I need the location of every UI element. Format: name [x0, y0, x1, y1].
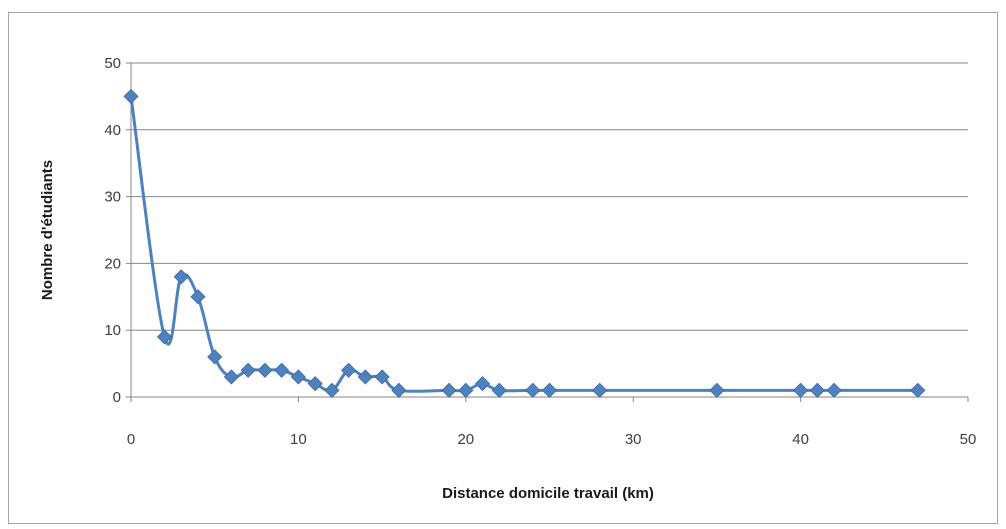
- data-point-marker: [592, 382, 608, 398]
- series-lines: [129, 96, 918, 393]
- data-point-marker: [709, 382, 725, 398]
- data-point-marker: [525, 382, 541, 398]
- data-point-marker: [391, 382, 407, 398]
- data-point-marker: [223, 369, 240, 385]
- y-tick-label: 30: [104, 189, 121, 206]
- data-point-marker: [290, 369, 306, 385]
- y-axis-title: Nombre d'étudiants: [39, 160, 56, 300]
- data-point-marker: [793, 382, 809, 398]
- gridlines: [131, 62, 968, 331]
- x-tick-label: 50: [960, 431, 977, 448]
- data-points: [123, 88, 926, 398]
- data-point-marker: [190, 289, 206, 305]
- chart-area: [8, 12, 998, 524]
- x-tick-label: 40: [792, 431, 809, 448]
- data-point-marker: [910, 382, 926, 398]
- data-point-marker: [474, 376, 491, 392]
- data-point-marker: [307, 376, 323, 392]
- data-point-marker: [257, 362, 273, 378]
- data-point-marker: [207, 349, 223, 365]
- data-point-marker: [541, 382, 558, 398]
- data-point-marker: [826, 382, 842, 398]
- data-point-marker: [374, 369, 390, 385]
- series-line: [129, 96, 918, 393]
- y-tick-label: 0: [113, 389, 121, 406]
- data-point-marker: [156, 329, 173, 345]
- x-tick-label: 10: [290, 431, 307, 448]
- data-point-marker: [809, 382, 825, 398]
- data-point-marker: [458, 382, 474, 398]
- x-axis-title: Distance domicile travail (km): [442, 485, 654, 502]
- y-tick-label: 20: [104, 255, 121, 272]
- y-tick-label: 40: [104, 122, 121, 139]
- x-tick-label: 30: [625, 431, 642, 448]
- x-tick-label: 0: [127, 431, 135, 448]
- x-tick-label: 20: [457, 431, 474, 448]
- y-tick-label: 10: [104, 322, 121, 339]
- data-point-marker: [357, 369, 373, 385]
- y-tick-label: 50: [104, 55, 121, 72]
- data-point-marker: [441, 382, 457, 398]
- data-point-marker: [240, 362, 256, 378]
- tick-labels: 0 10 20 30 40 50 0 10 20 30 40 50: [104, 55, 976, 448]
- data-point-marker: [123, 88, 139, 104]
- axes: [126, 62, 969, 402]
- data-point-marker: [491, 382, 507, 398]
- data-point-marker: [173, 269, 189, 285]
- data-point-marker: [274, 362, 290, 378]
- data-point-marker: [341, 362, 357, 378]
- data-point-marker: [324, 382, 340, 398]
